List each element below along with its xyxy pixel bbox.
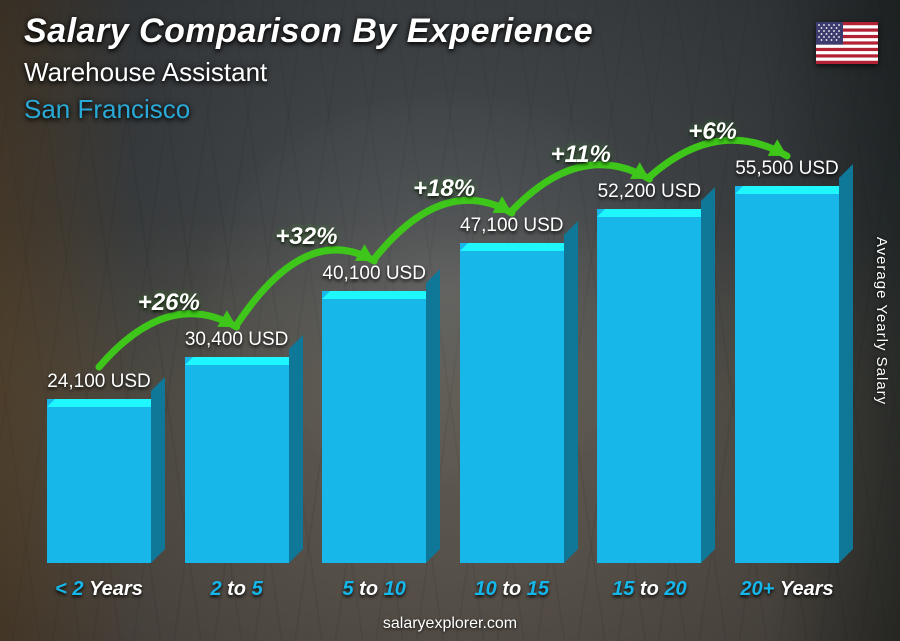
salary-bar-chart: 24,100 USD 30,400 USD 40,100 USD 47,100 USD… bbox=[40, 119, 846, 599]
x-label: < 2 Years bbox=[40, 578, 158, 601]
increase-pct-label: +6% bbox=[688, 118, 737, 146]
bar-value-label: 30,400 USD bbox=[185, 329, 289, 351]
bar-group: 52,200 USD bbox=[590, 181, 708, 563]
x-label: 2 to 5 bbox=[178, 578, 296, 601]
x-axis-labels: < 2 Years 2 to 5 5 to 10 10 to 15 15 to 20 20… bbox=[40, 578, 846, 601]
bar-value-label: 24,100 USD bbox=[47, 371, 151, 393]
bar-group: 30,400 USD bbox=[178, 329, 296, 563]
bar-value-label: 52,200 USD bbox=[598, 181, 702, 203]
bar-value-label: 55,500 USD bbox=[735, 158, 839, 180]
bar bbox=[735, 186, 839, 563]
x-label: 5 to 10 bbox=[315, 578, 433, 601]
footer-source: salaryexplorer.com bbox=[0, 615, 900, 633]
bar bbox=[322, 291, 426, 563]
bar-group: 24,100 USD bbox=[40, 371, 158, 563]
bars-container: 24,100 USD 30,400 USD 40,100 USD 47,100 USD… bbox=[40, 143, 846, 563]
bar bbox=[47, 399, 151, 563]
bar bbox=[460, 243, 564, 563]
bar-group: 47,100 USD bbox=[453, 215, 571, 563]
x-label: 10 to 15 bbox=[453, 578, 571, 601]
bar bbox=[185, 357, 289, 563]
x-label: 20+ Years bbox=[728, 578, 846, 601]
bar-value-label: 40,100 USD bbox=[322, 263, 426, 285]
bar-value-label: 47,100 USD bbox=[460, 215, 564, 237]
bar bbox=[597, 209, 701, 563]
job-subtitle: Warehouse Assistant bbox=[24, 57, 876, 88]
bar-group: 55,500 USD bbox=[728, 158, 846, 563]
y-axis-label: Average Yearly Salary bbox=[873, 236, 890, 404]
header: Salary Comparison By Experience Warehous… bbox=[24, 12, 876, 125]
page-title: Salary Comparison By Experience bbox=[24, 12, 876, 51]
bar-group: 40,100 USD bbox=[315, 263, 433, 563]
x-label: 15 to 20 bbox=[590, 578, 708, 601]
flag-icon bbox=[816, 22, 878, 64]
